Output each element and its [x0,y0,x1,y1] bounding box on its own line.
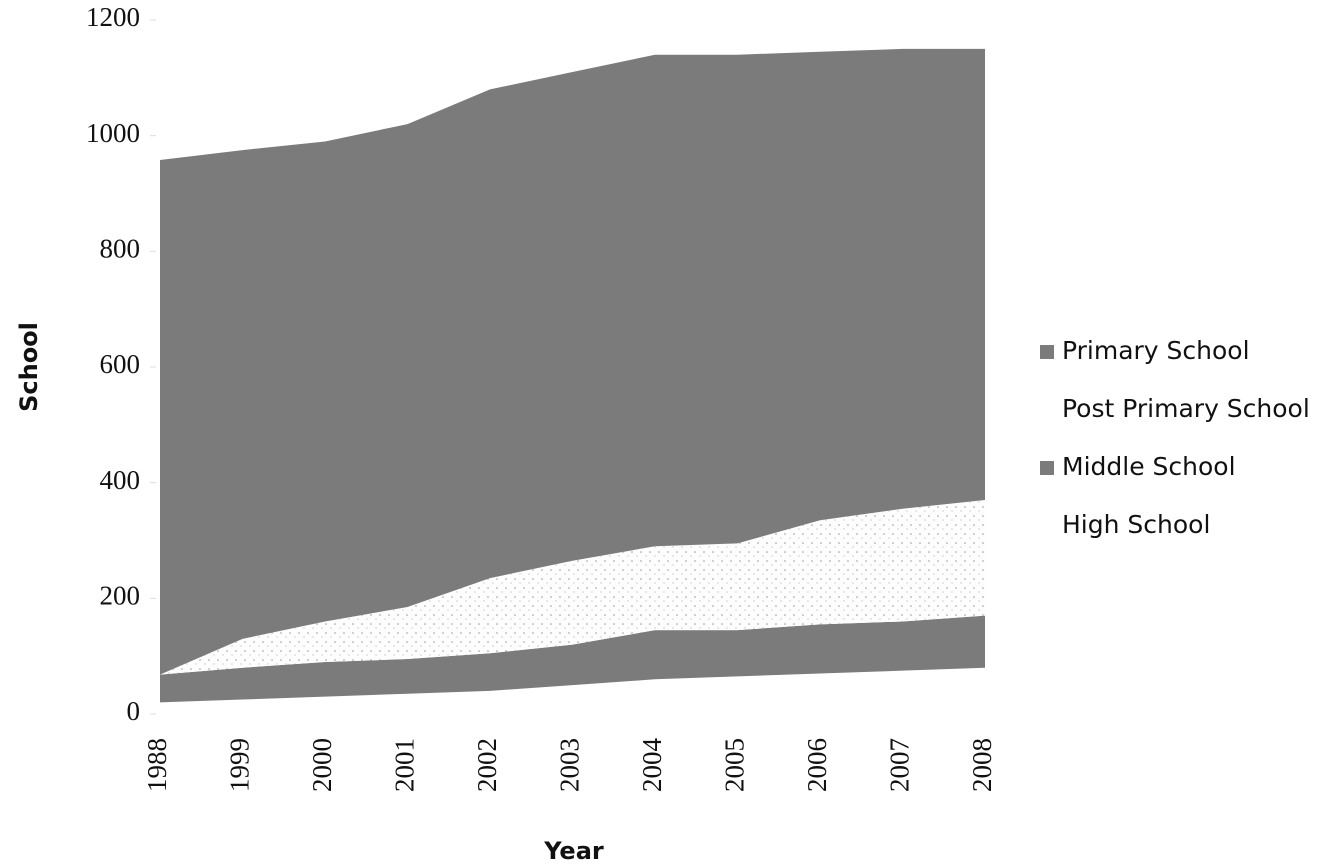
y-tick-label: 400 [100,465,141,495]
x-tick-label: 2000 [307,738,337,792]
y-tick-label: 800 [100,234,141,264]
x-tick-label: 2008 [967,738,997,792]
legend-label: Post Primary School [1062,394,1310,423]
legend-swatch [1040,461,1054,475]
x-tick-label: 2003 [555,738,585,792]
legend-label: Primary School [1062,336,1250,365]
x-tick-label: 2004 [637,738,667,793]
x-tick-label: 2005 [720,738,750,792]
area [160,667,985,714]
legend-swatch [1040,519,1054,533]
x-tick-label: 2002 [472,738,502,792]
legend-label: Middle School [1062,452,1236,481]
y-tick-label: 200 [100,581,141,611]
y-tick-label: 0 [127,696,141,726]
area [160,48,985,675]
y-tick-label: 600 [100,349,141,379]
x-axis-title: Year [543,837,604,865]
x-tick-label: 1999 [225,738,255,792]
x-tick-label: 2006 [802,738,832,792]
x-tick-label: 2001 [390,738,420,792]
y-tick-label: 1200 [86,2,140,32]
y-tick-label: 1000 [86,118,140,148]
x-tick-label: 1988 [142,738,172,792]
y-axis-title: School [15,322,43,412]
area [160,615,985,703]
area [160,500,985,675]
legend-swatch [1040,403,1054,417]
legend-label: High School [1062,510,1210,539]
x-tick-label: 2007 [885,738,915,792]
legend-swatch [1040,345,1054,359]
